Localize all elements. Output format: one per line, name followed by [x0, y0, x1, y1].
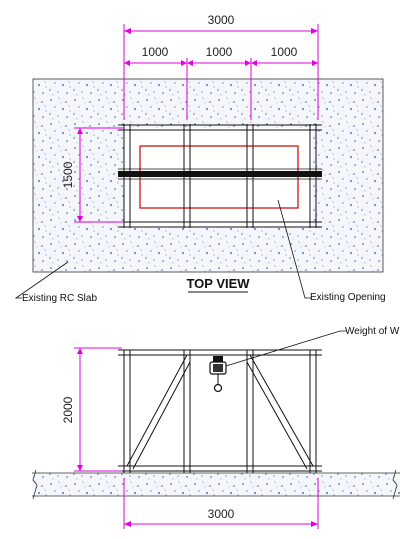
existing-rc-slab-label: Existing RC Slab: [22, 293, 97, 304]
depth-dimension: 1500: [61, 161, 75, 188]
elevation-dimensions: [74, 347, 319, 529]
bay-2-dimension: 1000: [206, 45, 233, 59]
chain-hoist: [209, 356, 227, 393]
top-view: 3000 1000 1000 1000 1500 TOP VIEW Existi…: [14, 13, 386, 304]
height-dimension: 2000: [61, 396, 75, 423]
overall-width-dimension: 3000: [208, 13, 235, 27]
weight-leader: [225, 330, 346, 367]
bay-1-dimension: 1000: [142, 45, 169, 59]
opening-void: [124, 128, 312, 228]
main-beam-plan: [118, 171, 322, 177]
dimension-arrows: [77, 28, 318, 222]
elevation-view: Weight of W 2000 3000: [32, 326, 400, 529]
rc-slab-section: [32, 473, 400, 496]
elevation-width-dimension: 3000: [208, 507, 235, 521]
slab-leader: [14, 261, 69, 299]
frame-elevation-members: [118, 349, 322, 473]
top-view-title: TOP VIEW: [186, 276, 250, 291]
existing-opening-label: Existing Opening: [310, 292, 386, 303]
weight-label: Weight of W: [345, 326, 400, 337]
top-dimensions: [74, 24, 319, 223]
bay-3-dimension: 1000: [271, 45, 298, 59]
opening-leader: [277, 199, 312, 299]
